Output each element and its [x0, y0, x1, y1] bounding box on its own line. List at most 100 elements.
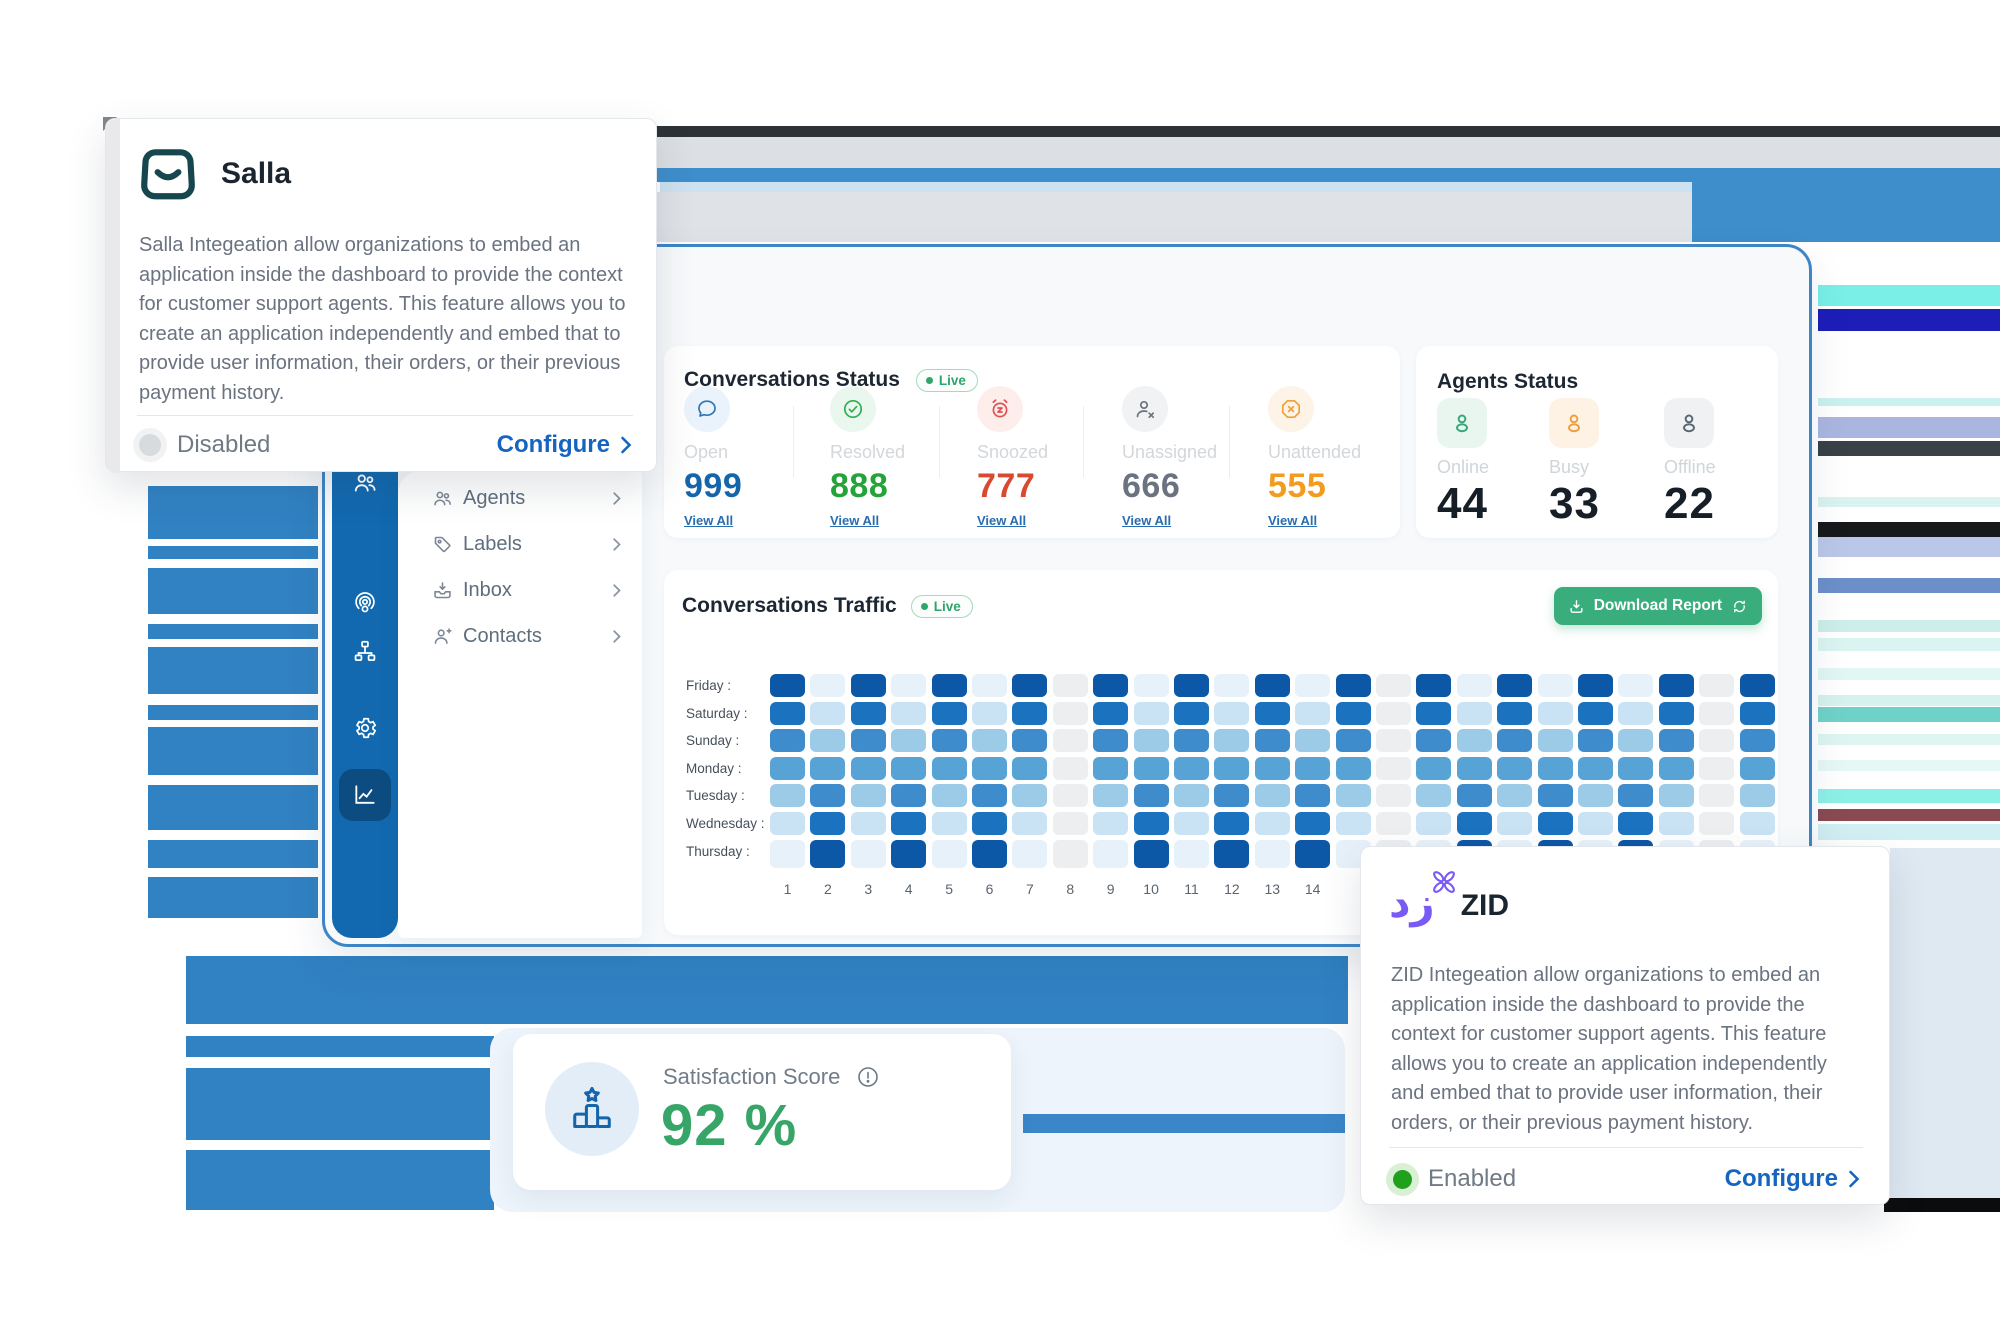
inbox-icon [432, 580, 453, 601]
decor-bar [186, 1150, 494, 1210]
sitemap-icon[interactable] [352, 638, 378, 664]
heatmap-cell [770, 701, 805, 725]
view-all-link[interactable]: View All [977, 513, 1027, 528]
heatmap-cell [1497, 784, 1533, 808]
heatmap-cell [1093, 729, 1129, 753]
heatmap-x-label: 7 [1025, 881, 1034, 898]
heatmap-x-label: 10 [1143, 881, 1159, 898]
heatmap-x-label: 11 [1184, 881, 1199, 898]
status-column-unassigned: Unassigned 666 View All [1122, 386, 1252, 530]
status-column-open: Open 999 View All [684, 386, 814, 530]
heatmap-cell [1093, 701, 1129, 725]
heatmap-day-label: Friday : [686, 678, 732, 693]
sidebar-item-inbox[interactable]: Inbox [398, 567, 642, 613]
divider [137, 415, 633, 416]
decor-bar [1818, 537, 2000, 557]
heatmap-cell [1618, 701, 1654, 725]
chevron-right-icon [609, 629, 624, 644]
heatmap-cell [1174, 839, 1209, 868]
analytics-icon-active[interactable] [339, 769, 391, 821]
heatmap-cell [1174, 701, 1209, 725]
heatmap-cell [1093, 812, 1129, 835]
heatmap-cell [1376, 756, 1411, 780]
heatmap-cell [1254, 839, 1290, 868]
heatmap-cell [850, 784, 886, 808]
zid-clover-icon [1427, 865, 1461, 899]
status-column-unattended: Unattended 555 View All [1268, 386, 1398, 530]
heatmap-cell [1133, 729, 1169, 753]
view-all-link[interactable]: View All [684, 513, 734, 528]
settings-icon[interactable] [352, 715, 378, 741]
decor-bar [148, 840, 318, 868]
heatmap-cell [1254, 674, 1290, 697]
conversations-traffic-panel: Conversations Traffic Live Download Repo… [664, 570, 1778, 935]
decor-bar [645, 126, 2000, 137]
sidebar-item-labels[interactable]: Labels [398, 521, 642, 567]
heatmap-cell [1497, 674, 1533, 697]
heatmap-cell [972, 839, 1007, 868]
heatmap-day-label: Saturday : [686, 705, 748, 721]
heatmap-cell [931, 756, 967, 780]
heatmap-cell [1335, 729, 1371, 753]
heatmap-cell [1093, 784, 1129, 808]
decor-bar [148, 624, 318, 639]
decor-bar [148, 486, 318, 539]
decor-bar [650, 137, 2000, 168]
decor-bar [148, 727, 318, 775]
conversations-status-panel: Conversations Status Live Open 999 View Al… [664, 346, 1400, 538]
decor-bar [148, 647, 318, 694]
decor-bar [1692, 182, 2000, 242]
status-label: Open [684, 442, 729, 462]
heatmap-cell [972, 756, 1007, 780]
heatmap-cell [770, 756, 805, 780]
team-icon[interactable] [352, 470, 378, 496]
salla-configure-button[interactable]: Configure [497, 431, 633, 459]
salla-logo [137, 143, 199, 205]
heatmap-cell [1174, 784, 1209, 808]
heatmap-cell [1578, 674, 1613, 697]
heatmap-cell [1456, 674, 1492, 697]
agent-status-label: Online [1437, 457, 1490, 477]
decor-bar [1818, 707, 2000, 722]
decor-bar [650, 192, 1692, 242]
heatmap-cell [1295, 784, 1331, 808]
heatmap-cell [1295, 812, 1331, 835]
heatmap-cell [891, 701, 927, 725]
view-all-link[interactable]: View All [1122, 513, 1172, 528]
heatmap-cell [891, 674, 927, 697]
heatmap-cell [1133, 674, 1169, 697]
heatmap-cell [1174, 756, 1209, 780]
satisfaction-title: Satisfaction Score [663, 1064, 841, 1089]
user-x-icon [1122, 386, 1168, 432]
heatmap-cell [1537, 756, 1573, 780]
view-all-link[interactable]: View All [1268, 513, 1318, 528]
info-icon[interactable] [856, 1065, 880, 1089]
heatmap-cell [810, 839, 846, 868]
decor-bar [1818, 497, 2000, 507]
view-all-link[interactable]: View All [830, 513, 880, 528]
decor-bar [1818, 824, 2000, 840]
decor-bar [1818, 522, 2000, 537]
decor-bar [660, 182, 1692, 192]
heatmap-cell [1456, 812, 1492, 835]
heatmap-cell [1739, 812, 1775, 835]
heatmap-cell [1012, 839, 1048, 868]
broadcast-icon[interactable] [352, 590, 378, 616]
heatmap-cell [1537, 812, 1573, 835]
download-report-button[interactable]: Download Report [1553, 587, 1762, 625]
agent-status-offline: Offline 22 [1664, 398, 1764, 529]
heatmap-cell [770, 674, 805, 697]
zid-configure-button[interactable]: Configure [1725, 1165, 1861, 1193]
heatmap-cell [1658, 784, 1694, 808]
heatmap-cell [1497, 729, 1533, 753]
sidebar-item-agents[interactable]: Agents [398, 475, 642, 521]
heatmap-cell [1214, 701, 1250, 725]
heatmap-cell [931, 784, 967, 808]
heatmap-cell [810, 701, 846, 725]
heatmap-x-label: 9 [1106, 881, 1115, 898]
sidebar-item-contacts[interactable]: Contacts [398, 613, 642, 659]
heatmap-cell [1335, 674, 1371, 697]
status-value: 666 [1122, 467, 1181, 505]
heatmap-cell [972, 784, 1007, 808]
decor-bar [652, 168, 2000, 182]
